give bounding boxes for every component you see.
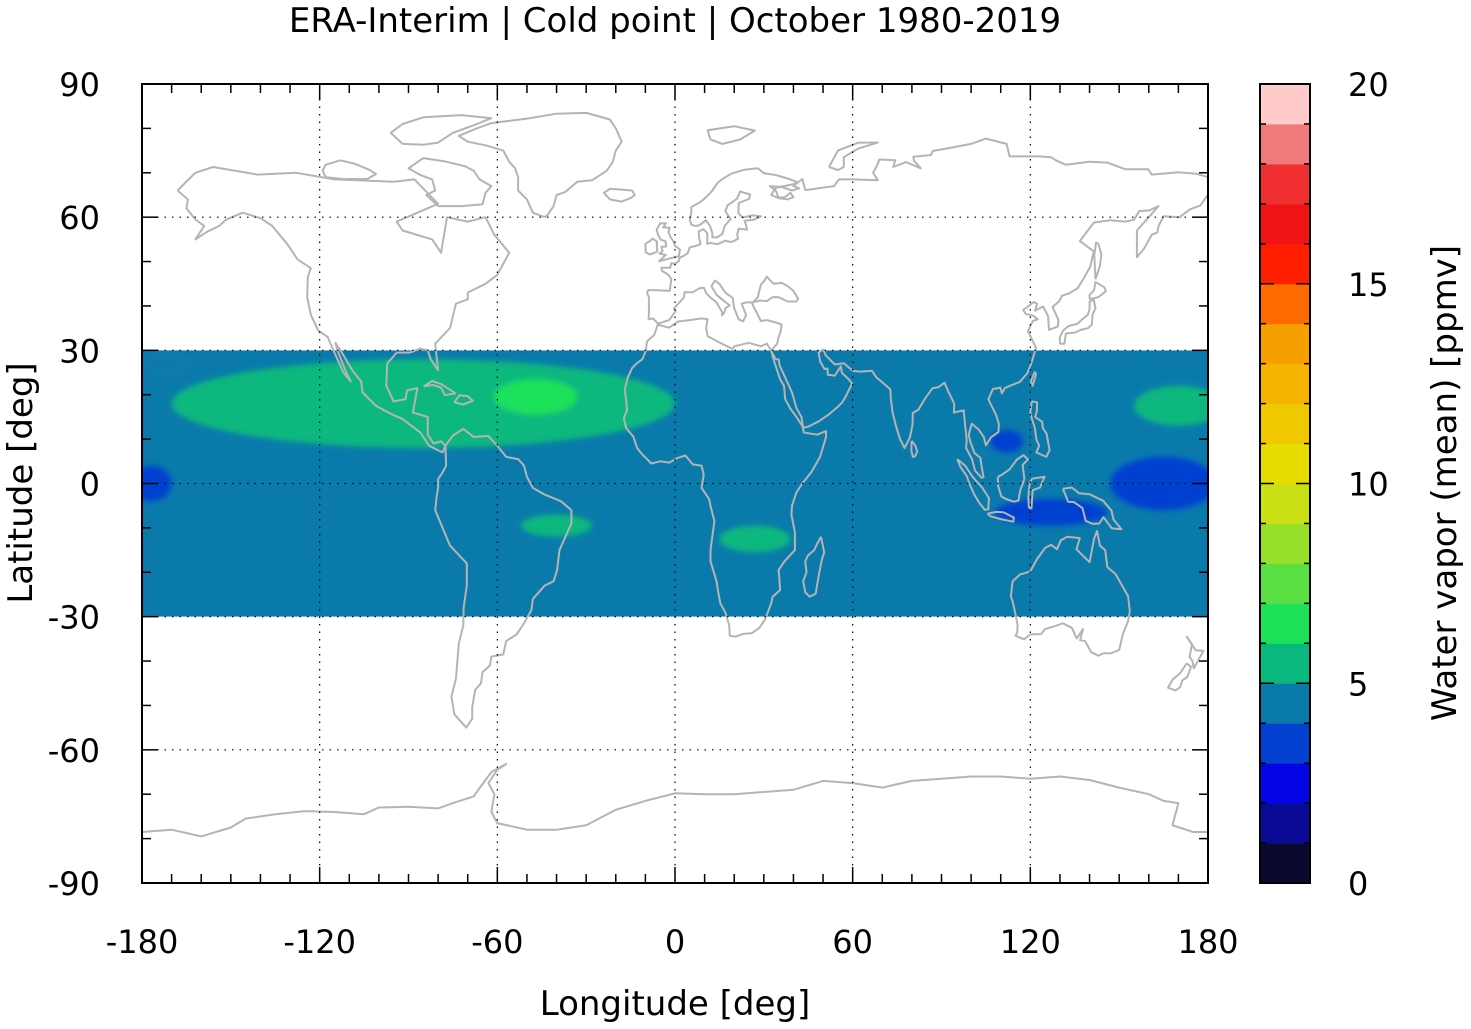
colorbar-swatch — [1260, 203, 1310, 245]
coastline-sumatra — [956, 458, 990, 511]
coastline-madagascar — [802, 536, 826, 598]
x-tick-label: -120 — [283, 923, 356, 961]
colorbar-swatch — [1260, 803, 1310, 844]
x-tick-label: -180 — [106, 923, 179, 961]
coastline-hokkaido — [1088, 281, 1107, 301]
colorbar-swatch — [1260, 243, 1310, 285]
y-tick-label: -60 — [48, 732, 100, 770]
colorbar-swatch — [1260, 123, 1310, 165]
colorbar-swatch — [1260, 763, 1310, 804]
coastline-sri-lanka — [910, 440, 919, 458]
coastline-new-guinea — [1061, 486, 1123, 531]
colorbar-swatch — [1260, 443, 1310, 484]
colorbar-tick-label: 0 — [1348, 865, 1368, 903]
colorbar-tick-label: 15 — [1348, 266, 1389, 304]
colorbar-swatch — [1260, 403, 1310, 445]
y-tick-label: -30 — [48, 599, 100, 637]
coastline-japan — [1058, 298, 1097, 345]
coastline-baffin-island — [407, 157, 493, 208]
colorbar-swatch — [1260, 84, 1310, 125]
colorbar-label: Water vapor (mean) [ppmv] — [1425, 245, 1465, 721]
y-tick-label: 90 — [59, 66, 100, 104]
field-region-west-pacific-north — [1133, 385, 1208, 426]
field-region-brazil-tropics — [521, 514, 593, 537]
gridlines — [142, 84, 1208, 883]
colorbar: 0 5 10 15 20 — [1260, 66, 1389, 903]
coastline-hispaniola — [453, 394, 474, 406]
y-axis-label: Latitude [deg] — [1, 362, 41, 603]
colorbar-frame — [1259, 83, 1311, 884]
field-region-southern-africa — [719, 525, 791, 553]
chart-title: ERA-Interim | Cold point | October 1980-… — [289, 1, 1061, 41]
coastline-taiwan — [1029, 371, 1037, 387]
x-axis-ticks: -180 -120 -60 0 60 120 180 — [106, 84, 1239, 961]
coastline-australia — [1009, 530, 1131, 657]
field-regions — [142, 350, 1208, 553]
coastline-north-america — [176, 166, 511, 454]
colorbar-swatch — [1260, 283, 1310, 325]
coastline-iceland — [602, 187, 636, 203]
coastline-cuba — [423, 380, 457, 397]
colorbar-swatch — [1260, 323, 1310, 365]
coastline-svalbard — [706, 125, 756, 145]
coastline-java — [986, 510, 1015, 523]
colorbar-tick-label: 5 — [1348, 665, 1368, 703]
coastline-greenland — [457, 111, 623, 219]
colorbar-swatch — [1260, 683, 1310, 724]
coastline-sulawesi — [1027, 475, 1046, 510]
colorbar-swatch — [1260, 523, 1310, 564]
colorbar-swatch — [1260, 163, 1310, 205]
field-region-south-china-sea-min — [990, 430, 1023, 453]
coastline-novaya-zemlya — [828, 141, 879, 172]
coastline-victoria-island — [321, 159, 377, 180]
colorbar-swatch — [1260, 603, 1310, 644]
y-tick-label: -90 — [48, 865, 100, 903]
coastline-antarctica — [142, 763, 1208, 859]
x-tick-label: 0 — [665, 923, 685, 961]
coastline-eurasia — [645, 137, 1208, 479]
x-tick-label: 60 — [832, 923, 873, 961]
coastline-philippines — [1029, 400, 1051, 458]
field-region-pacific-east-atlantic-band — [171, 359, 676, 448]
field-region-central-pacific-min — [1110, 456, 1208, 511]
colorbar-swatch — [1260, 363, 1310, 405]
water-vapor-field — [142, 84, 1208, 883]
plot-area — [142, 84, 1208, 883]
coastline-borneo — [996, 454, 1029, 503]
coastline-new-zealand-n — [1185, 635, 1205, 670]
colorbar-swatch — [1260, 483, 1310, 524]
field-region-east-pacific-north-min — [142, 350, 196, 377]
colorbar-tick-label: 10 — [1348, 466, 1389, 504]
field-region-caribbean-atlantic-max — [494, 379, 578, 415]
x-axis-label: Longitude [deg] — [540, 984, 811, 1024]
x-tick-label: 180 — [1177, 923, 1238, 961]
y-tick-label: 30 — [59, 332, 100, 370]
coastline-new-zealand-s — [1167, 662, 1193, 692]
colorbar-swatch — [1260, 723, 1310, 764]
coastline-africa — [622, 317, 827, 638]
colorbar-swatch — [1260, 843, 1310, 884]
coastline-sakhalin — [1093, 241, 1103, 280]
colorbar-swatch — [1260, 643, 1310, 684]
x-tick-label: -60 — [471, 923, 523, 961]
x-tick-label: 120 — [1000, 923, 1061, 961]
coastline-ireland — [644, 237, 659, 256]
y-tick-label: 60 — [59, 199, 100, 237]
coastline-british-isles — [655, 222, 681, 263]
colorbar-swatch — [1260, 563, 1310, 604]
y-tick-label: 0 — [80, 466, 100, 504]
colorbar-tick-label: 20 — [1348, 66, 1389, 104]
y-axis-ticks: 90 60 30 0 -30 -60 -90 — [48, 66, 1208, 903]
coastline-ellesmere — [389, 114, 493, 146]
